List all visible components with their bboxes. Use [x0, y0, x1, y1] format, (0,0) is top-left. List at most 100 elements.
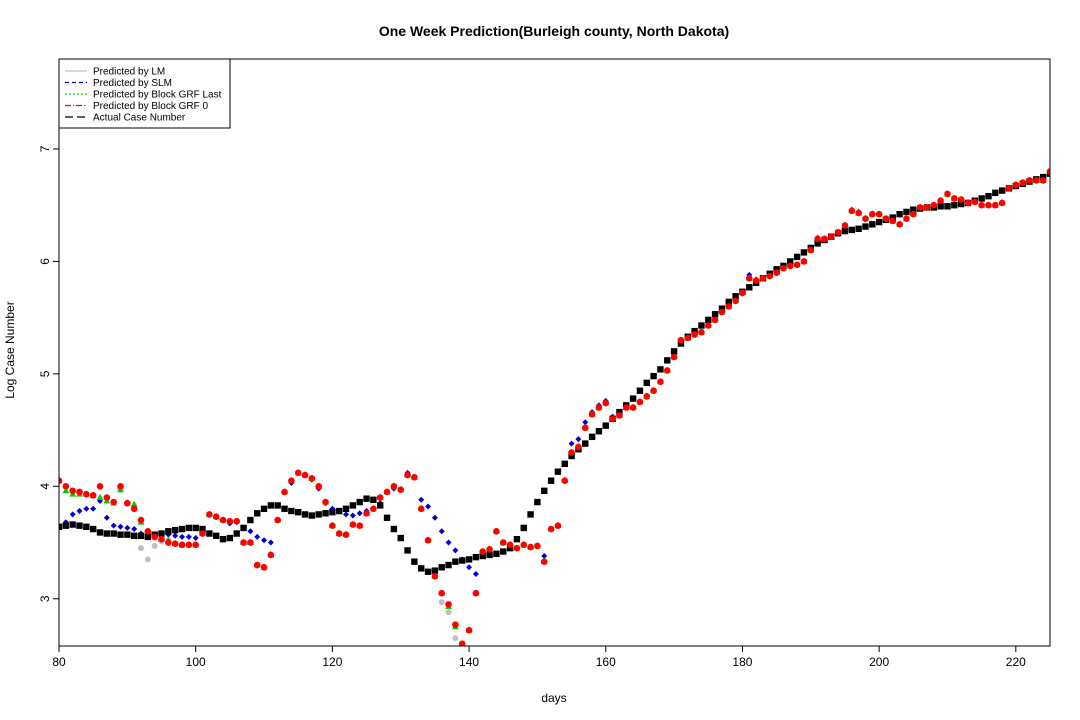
- slm-point: [83, 505, 90, 512]
- grf-0-point: [281, 488, 288, 496]
- actual-point: [370, 496, 377, 504]
- actual-point: [944, 203, 951, 210]
- slm-point: [582, 419, 589, 426]
- lm-point: [144, 556, 151, 563]
- grf-0-point: [370, 505, 377, 513]
- grf-0-point: [294, 469, 302, 477]
- grf-0-point: [260, 563, 268, 571]
- grf-0-point: [165, 539, 172, 546]
- grf-0-point: [247, 539, 254, 546]
- actual-point: [83, 523, 90, 531]
- actual-point: [206, 530, 213, 537]
- x-tick-label: 220: [1006, 655, 1026, 669]
- grf-0-point: [588, 411, 596, 418]
- y-tick-label: 6: [38, 258, 52, 265]
- grf-0-point: [827, 233, 835, 240]
- slm-point: [343, 511, 350, 518]
- grf-0-point: [219, 516, 227, 524]
- actual-point: [629, 395, 637, 402]
- grf-0-point: [83, 490, 90, 498]
- actual-point: [595, 428, 603, 435]
- grf-0-point: [472, 589, 480, 597]
- actual-point: [59, 523, 63, 531]
- grf-0-point: [520, 541, 528, 549]
- grf-0-point: [267, 551, 275, 559]
- grf-0-point: [575, 443, 582, 451]
- actual-point: [438, 564, 445, 571]
- legend-label: Predicted by LM: [93, 67, 165, 78]
- actual-point: [582, 440, 589, 447]
- actual-point: [254, 510, 261, 517]
- actual-point: [698, 322, 705, 329]
- grf-0-point: [657, 378, 664, 386]
- grf-0-point: [144, 527, 152, 535]
- grf-0-point: [534, 542, 541, 550]
- actual-point: [602, 422, 609, 429]
- slm-point: [192, 535, 199, 542]
- slm-point: [349, 512, 356, 519]
- actual-point: [910, 206, 917, 213]
- grf-0-point: [1046, 168, 1050, 175]
- grf-0-point: [937, 197, 944, 204]
- grf-0-point: [178, 541, 186, 549]
- series-grf_last: [59, 167, 1050, 646]
- grf-0-point: [411, 474, 418, 481]
- actual-point: [96, 529, 104, 536]
- x-tick-label: 160: [596, 655, 616, 669]
- grf-0-point: [417, 505, 425, 513]
- slm-point: [267, 539, 274, 546]
- actual-point: [267, 502, 275, 509]
- grf-0-point: [124, 499, 131, 507]
- grf-0-point: [240, 539, 247, 546]
- grf-0-point: [110, 498, 117, 506]
- slm-point: [452, 547, 459, 554]
- grf-0-point: [212, 513, 220, 520]
- slm-point: [445, 539, 452, 546]
- slm-point: [185, 533, 192, 540]
- actual-point: [117, 531, 124, 538]
- actual-point: [212, 532, 220, 539]
- grf-0-point: [814, 235, 821, 243]
- grf-0-point: [923, 204, 931, 211]
- slm-point: [575, 436, 582, 443]
- grf-0-point: [629, 404, 637, 411]
- actual-point: [233, 530, 240, 537]
- grf-0-point: [711, 316, 719, 324]
- actual-point: [322, 510, 329, 517]
- actual-point: [547, 477, 555, 484]
- actual-point: [144, 533, 152, 541]
- slm-point: [76, 508, 83, 515]
- slm-point: [425, 503, 432, 510]
- grf-0-point: [561, 477, 569, 484]
- actual-point: [240, 524, 247, 532]
- grf-0-point: [540, 558, 548, 565]
- actual-point: [69, 521, 76, 528]
- actual-point: [110, 530, 117, 537]
- grf-0-point: [547, 525, 555, 533]
- actual-point: [452, 558, 459, 565]
- grf-0-point: [253, 561, 261, 569]
- slm-point: [261, 537, 268, 544]
- grf-0-point: [376, 494, 384, 501]
- plot-area: [59, 167, 1050, 646]
- grf-0-point: [158, 535, 165, 543]
- grf-0-point: [445, 601, 452, 608]
- axis-ticks: 80 100 120 140 160 180 200 220 3 4 5 6 7: [38, 145, 1026, 669]
- grf-0-point: [349, 521, 357, 528]
- grf-0-point: [684, 334, 692, 342]
- actual-point: [479, 552, 486, 560]
- actual-point: [937, 203, 944, 210]
- grf-0-point: [889, 217, 897, 225]
- grf-0-point: [957, 196, 965, 203]
- actual-point: [718, 305, 726, 312]
- grf-0-point: [103, 494, 111, 501]
- actual-point: [465, 556, 473, 563]
- actual-point: [746, 284, 753, 291]
- grf-last-point: [96, 493, 104, 500]
- actual-point: [664, 357, 671, 364]
- actual-point: [1039, 173, 1047, 181]
- lm-point: [138, 545, 145, 552]
- grf-0-point: [452, 621, 459, 628]
- grf-0-point: [903, 215, 910, 222]
- actual-point: [247, 516, 254, 524]
